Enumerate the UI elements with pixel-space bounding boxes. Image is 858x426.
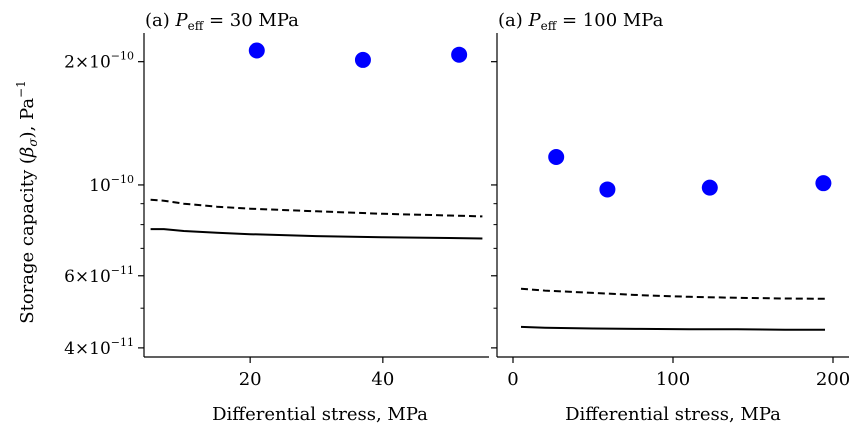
chart-panel-100mpa: (a) Peff = 100 MPa 0 100 200 Differential … xyxy=(491,10,850,425)
solid-line-series xyxy=(520,325,825,331)
x-tick-label: 20 xyxy=(239,369,262,390)
panel-title: (a) Peff = 100 MPa xyxy=(498,10,664,33)
data-point xyxy=(248,42,265,59)
panel-title-sub: eff xyxy=(188,19,205,33)
plot-layer: 20 40 4×10−11 6×10−11 10−10 2×10−10 xyxy=(64,33,489,390)
x-tick-label: 40 xyxy=(371,369,394,390)
plot-layer: 0 100 200 xyxy=(491,33,850,390)
dashed-line-series xyxy=(520,287,826,300)
x-tick-label: 0 xyxy=(507,369,518,390)
y-tick-label: 2×10−10 xyxy=(64,50,134,73)
panel-title-prefix: (a) xyxy=(145,10,176,31)
solid-line-series xyxy=(150,228,483,240)
x-tick-label: 100 xyxy=(656,369,690,390)
y-tick-label: 6×10−11 xyxy=(64,264,134,287)
y-axis-label-tail: ), Pa xyxy=(17,98,38,139)
y-axis-label-sigma: σ xyxy=(26,138,40,147)
y-axis-label: Storage capacity (βσ), Pa−1 xyxy=(14,80,40,324)
data-point xyxy=(548,149,565,166)
data-point xyxy=(451,46,468,63)
data-point xyxy=(701,179,718,196)
panel-title-prefix: (a) xyxy=(498,10,529,31)
panel-title-var: P xyxy=(175,10,189,31)
x-tick-label: 200 xyxy=(816,369,850,390)
y-axis-label-exp: −1 xyxy=(14,80,28,98)
y-tick-label: 4×10−11 xyxy=(64,336,134,359)
panel-title-rest: = 100 MPa xyxy=(556,10,663,31)
panel-title-sub: eff xyxy=(541,19,558,33)
x-axis-label: Differential stress, MPa xyxy=(565,404,781,425)
y-tick-label: 10−10 xyxy=(89,173,134,196)
dashed-line-series xyxy=(150,198,483,218)
data-point xyxy=(599,181,616,198)
data-point xyxy=(354,51,371,68)
data-point xyxy=(815,175,832,192)
y-axis-label-main: Storage capacity ( xyxy=(17,157,38,324)
chart-panel-30mpa: (a) Peff = 30 MPa 20 40 4×10−11 6×10−11 10−1… xyxy=(64,10,489,425)
panel-title-var: P xyxy=(528,10,542,31)
y-axis-label-beta: β xyxy=(17,147,38,158)
x-axis-label: Differential stress, MPa xyxy=(212,404,428,425)
panel-title-rest: = 30 MPa xyxy=(203,10,299,31)
panel-title: (a) Peff = 30 MPa xyxy=(145,10,299,33)
